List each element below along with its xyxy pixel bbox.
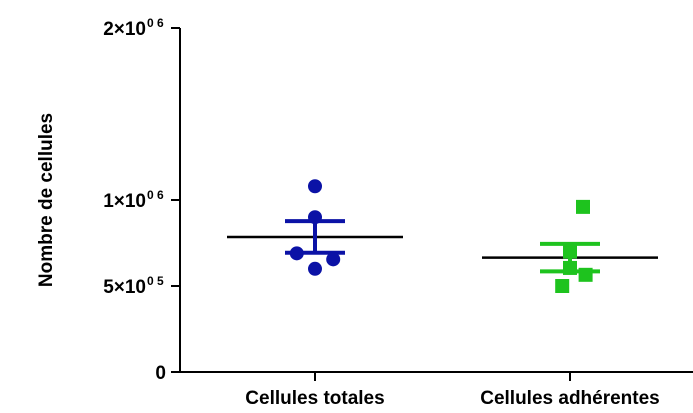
y-tick-label: 0 (155, 363, 166, 384)
y-axis-label: Nombre de cellules (36, 113, 57, 287)
x-tick-label: Cellules adhérentes (480, 388, 660, 408)
x-axis: Cellules totales Cellules adhérentes (179, 371, 693, 409)
y-tick-label: 5×10 (103, 277, 146, 298)
data-point-circle (308, 261, 322, 276)
y-tick-exponent: 0 6 (147, 188, 164, 202)
data-point-circle (289, 246, 304, 261)
data-point-square (578, 267, 593, 282)
data-point-square (555, 279, 570, 293)
data-point-square (563, 260, 577, 275)
data-point-circle (326, 252, 341, 267)
y-axis: 05×10 0 51×10 0 62×10 0 6 (103, 16, 181, 384)
data-point-circle (308, 179, 322, 194)
y-tick-label: 1×10 (103, 191, 146, 212)
x-tick-label: Cellules totales (245, 388, 384, 408)
y-tick-exponent: 0 6 (147, 16, 164, 30)
y-tick-exponent: 0 5 (147, 274, 164, 288)
data-point-square (576, 199, 590, 214)
y-tick-label: 2×10 (103, 19, 146, 40)
data-point-circle (308, 210, 322, 225)
data-point-square (563, 244, 577, 259)
data-marks (227, 179, 658, 293)
